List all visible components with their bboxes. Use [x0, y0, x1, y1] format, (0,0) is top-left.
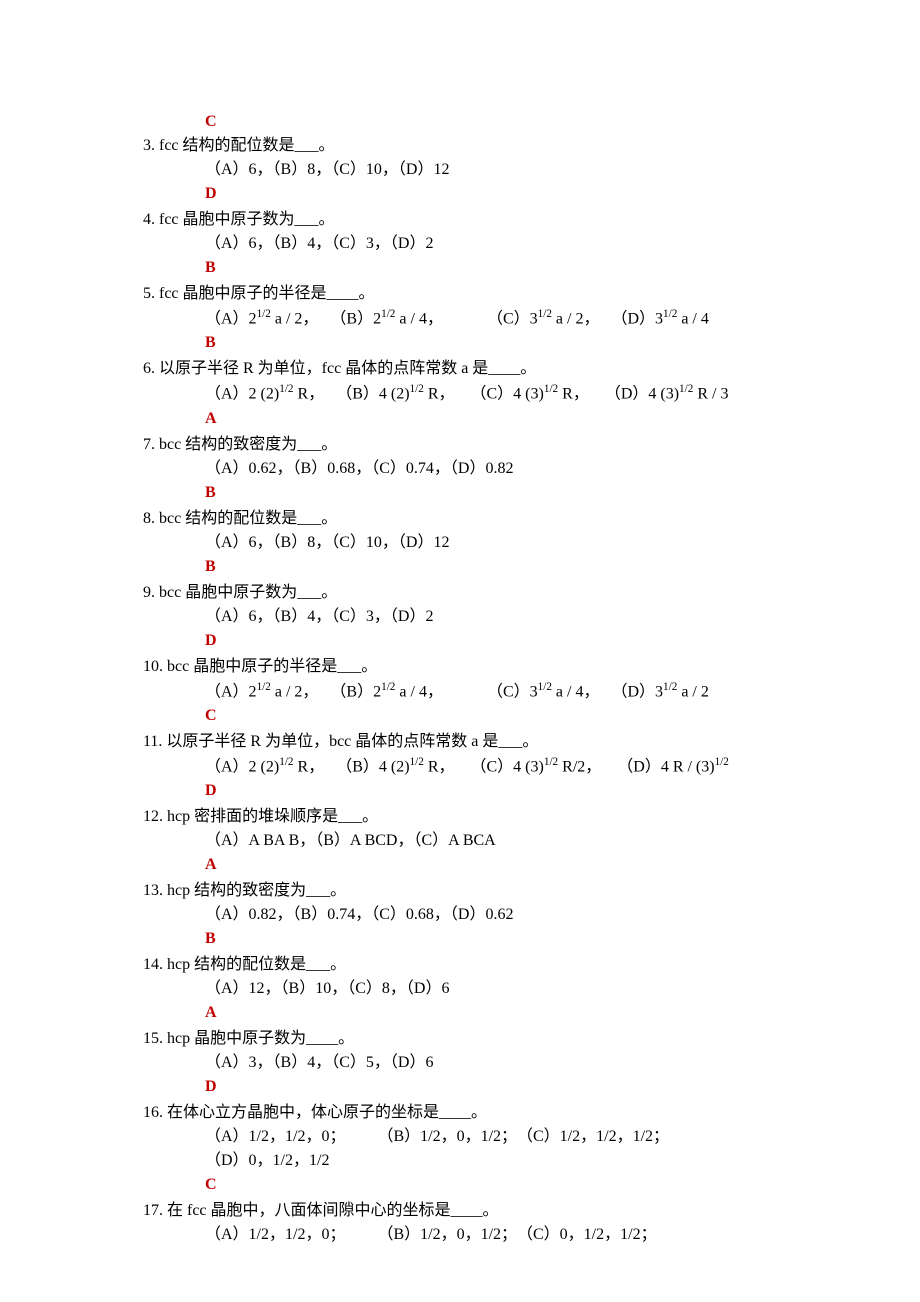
- question-text: 14. hcp 结构的配位数是___。: [143, 953, 785, 977]
- options: （A）2 (2)1/2 R， （B）4 (2)1/2 R， （C）4 (3)1/…: [205, 754, 785, 779]
- options: （A）6，（B）8，（C）10，（D）12: [205, 158, 785, 182]
- question: 3. fcc 结构的配位数是___。（A）6，（B）8，（C）10，（D）12D: [143, 134, 785, 206]
- question: 12. hcp 密排面的堆垛顺序是___。（A）A BA B，（B）A BCD，…: [143, 805, 785, 877]
- question-text: 4. fcc 晶胞中原子数为___。: [143, 208, 785, 232]
- options-line: （A）1/2，1/2，0； （B）1/2，0，1/2； （C）1/2，1/2，1…: [205, 1125, 785, 1149]
- question: 5. fcc 晶胞中原子的半径是____。（A）21/2 a / 2， （B）2…: [143, 282, 785, 355]
- question: 16. 在体心立方晶胞中，体心原子的坐标是____。（A）1/2，1/2，0； …: [143, 1101, 785, 1197]
- question: 11. 以原子半径 R 为单位，bcc 晶体的点阵常数 a 是___。（A）2 …: [143, 730, 785, 803]
- question-text: 10. bcc 晶胞中原子的半径是___。: [143, 655, 785, 679]
- question: 10. bcc 晶胞中原子的半径是___。（A）21/2 a / 2， （B）2…: [143, 655, 785, 728]
- options: （A）6，（B）4，（C）3，（D）2: [205, 232, 785, 256]
- answer-letter: B: [205, 331, 785, 355]
- question: 6. 以原子半径 R 为单位，fcc 晶体的点阵常数 a 是____。（A）2 …: [143, 357, 785, 430]
- options: （A）21/2 a / 2， （B）21/2 a / 4， （C）31/2 a …: [205, 306, 785, 331]
- question-text: 8. bcc 结构的配位数是___。: [143, 507, 785, 531]
- options: （A）3，（B）4，（C）5，（D）6: [205, 1051, 785, 1075]
- question-list: 3. fcc 结构的配位数是___。（A）6，（B）8，（C）10，（D）12D…: [143, 134, 785, 1247]
- question: 15. hcp 晶胞中原子数为____。（A）3，（B）4，（C）5，（D）6D: [143, 1027, 785, 1099]
- answer-letter: B: [205, 927, 785, 951]
- answer-letter: C: [205, 110, 785, 134]
- question: 13. hcp 结构的致密度为___。（A）0.82，（B）0.74，（C）0.…: [143, 879, 785, 951]
- answer-letter: B: [205, 481, 785, 505]
- answer-letter: D: [205, 182, 785, 206]
- question-text: 12. hcp 密排面的堆垛顺序是___。: [143, 805, 785, 829]
- options-line: （A）1/2，1/2，0； （B）1/2，0，1/2； （C）0，1/2，1/2…: [205, 1223, 785, 1247]
- answer-letter: D: [205, 779, 785, 803]
- options: （A）6，（B）8，（C）10，（D）12: [205, 531, 785, 555]
- answer-letter: D: [205, 1075, 785, 1099]
- question-text: 15. hcp 晶胞中原子数为____。: [143, 1027, 785, 1051]
- question-text: 3. fcc 结构的配位数是___。: [143, 134, 785, 158]
- options: （A）0.82，（B）0.74，（C）0.68，（D）0.62: [205, 903, 785, 927]
- question: 8. bcc 结构的配位数是___。（A）6，（B）8，（C）10，（D）12B: [143, 507, 785, 579]
- question: 17. 在 fcc 晶胞中，八面体间隙中心的坐标是____。（A）1/2，1/2…: [143, 1199, 785, 1247]
- question-text: 13. hcp 结构的致密度为___。: [143, 879, 785, 903]
- options: （A）2 (2)1/2 R， （B）4 (2)1/2 R， （C）4 (3)1/…: [205, 381, 785, 406]
- answer-letter: B: [205, 256, 785, 280]
- options: （A）0.62，（B）0.68，（C）0.74，（D）0.82: [205, 457, 785, 481]
- question-text: 7. bcc 结构的致密度为___。: [143, 433, 785, 457]
- options: （A）6，（B）4，（C）3，（D）2: [205, 605, 785, 629]
- options-line: （D）0，1/2，1/2: [205, 1149, 785, 1173]
- answer-letter: B: [205, 555, 785, 579]
- question-text: 11. 以原子半径 R 为单位，bcc 晶体的点阵常数 a 是___。: [143, 730, 785, 754]
- answer-letter: D: [205, 629, 785, 653]
- options: （A）21/2 a / 2， （B）21/2 a / 4， （C）31/2 a …: [205, 679, 785, 704]
- question-text: 6. 以原子半径 R 为单位，fcc 晶体的点阵常数 a 是____。: [143, 357, 785, 381]
- document-page: C 3. fcc 结构的配位数是___。（A）6，（B）8，（C）10，（D）1…: [0, 0, 920, 1302]
- question-text: 17. 在 fcc 晶胞中，八面体间隙中心的坐标是____。: [143, 1199, 785, 1223]
- answer-letter: C: [205, 704, 785, 728]
- question: 14. hcp 结构的配位数是___。（A）12，（B）10，（C）8，（D）6…: [143, 953, 785, 1025]
- answer-letter: A: [205, 1001, 785, 1025]
- question: 9. bcc 晶胞中原子数为___。（A）6，（B）4，（C）3，（D）2D: [143, 581, 785, 653]
- question-text: 9. bcc 晶胞中原子数为___。: [143, 581, 785, 605]
- question-text: 5. fcc 晶胞中原子的半径是____。: [143, 282, 785, 306]
- question: 7. bcc 结构的致密度为___。（A）0.62，（B）0.68，（C）0.7…: [143, 433, 785, 505]
- answer-letter: A: [205, 853, 785, 877]
- answer-letter: C: [205, 1173, 785, 1197]
- options: （A）A BA B，（B）A BCD，（C）A BCA: [205, 829, 785, 853]
- options: （A）12，（B）10，（C）8，（D）6: [205, 977, 785, 1001]
- question-text: 16. 在体心立方晶胞中，体心原子的坐标是____。: [143, 1101, 785, 1125]
- question: 4. fcc 晶胞中原子数为___。（A）6，（B）4，（C）3，（D）2B: [143, 208, 785, 280]
- answer-letter: A: [205, 407, 785, 431]
